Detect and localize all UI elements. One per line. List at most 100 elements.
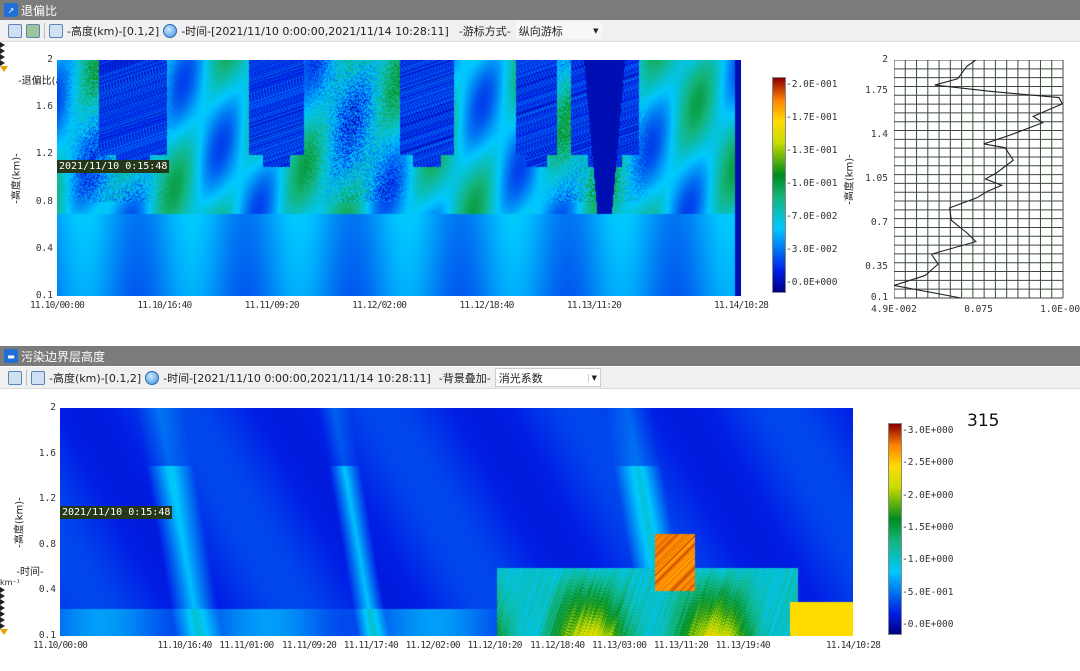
boundary-layer-point [0, 451, 5, 455]
boundary-layer-point [0, 419, 5, 423]
background-overlay-select[interactable]: 消光系数 ▼ [494, 368, 601, 387]
y-tick-label: 0.7 [870, 216, 888, 228]
colorbar-tick-label: -1.3E-001 [786, 145, 838, 156]
cursor-readout: 2021/11/10 0:15:48 [60, 506, 173, 519]
boundary-layer-point [0, 439, 5, 443]
colorbar-tick-marker [0, 599, 5, 605]
time-range-label[interactable]: -时间-[2021/11/10 0:00:00,2021/11/14 10:28… [181, 24, 449, 38]
export-icon[interactable] [8, 23, 22, 38]
extinction-heatmap [60, 408, 853, 636]
cursor-readout: 2021/11/10 0:15:48 [57, 160, 170, 173]
boundary-layer-point [0, 551, 5, 555]
boundary-layer-point [0, 555, 5, 559]
copy-icon[interactable] [26, 23, 40, 38]
boundary-layer-point [0, 267, 5, 271]
colorbar-tick-label: -3.0E+000 [902, 425, 954, 436]
panel1-title: 退偏比 [21, 3, 58, 18]
boundary-layer-point [0, 511, 5, 515]
colorbar-tick-label: -2.0E-001 [786, 79, 838, 90]
panel2-title: 污染边界层高度 [21, 349, 106, 364]
cursor-handle-icon [0, 66, 8, 72]
y-axis-label: -高度(km)- [844, 154, 856, 205]
boundary-layer-point [0, 147, 5, 151]
chevron-down-icon: ▼ [593, 26, 599, 35]
boundary-layer-point [0, 259, 5, 263]
x-tick-label: 11.11/09:20 [281, 640, 337, 651]
height-range-icon[interactable] [49, 23, 63, 38]
boundary-layer-point [0, 123, 5, 127]
boundary-layer-point [0, 503, 5, 507]
boundary-layer-point [0, 319, 5, 323]
height-range-label[interactable]: -高度(km)-[0.1,2] [67, 24, 160, 38]
boundary-layer-point [0, 447, 5, 451]
height-range-label[interactable]: -高度(km)-[0.1,2] [49, 371, 142, 385]
boundary-layer-point [0, 163, 5, 167]
cursor-mode-value: 纵向游标 [518, 24, 563, 38]
boundary-layer-point [0, 403, 5, 407]
export-icon[interactable] [8, 370, 22, 385]
boundary-layer-point [0, 279, 5, 283]
boundary-layer-point [0, 395, 5, 399]
background-overlay-value: 消光系数 [498, 371, 543, 385]
colorbar-tick-marker [0, 593, 5, 599]
boundary-layer-point [0, 283, 5, 287]
boundary-layer-point [0, 135, 5, 139]
boundary-layer-point [0, 175, 5, 179]
colorbar-tick-label: -2.0E+000 [902, 489, 954, 501]
colorbar-tick-marker [0, 60, 5, 66]
boundary-layer-point [0, 467, 5, 471]
colorbar-unit: km⁻¹ [0, 578, 20, 587]
boundary-layer-point [0, 415, 5, 419]
boundary-layer-point [0, 479, 5, 483]
x-tick-label: 11.14/10:28 [713, 300, 769, 311]
panel1-titlebar: ↗ 退偏比 [0, 0, 1080, 20]
boundary-layer-point [0, 411, 5, 415]
x-tick-label: 11.10/00:00 [29, 300, 85, 311]
panel2-titlebar: ▬ 污染边界层高度 [0, 346, 1080, 366]
chart-icon: ▬ [4, 349, 18, 363]
boundary-layer-point [0, 287, 5, 291]
y-tick-label: 1.2 [35, 148, 53, 160]
x-tick-label: 11.12/02:00 [352, 300, 407, 311]
time-globe-icon[interactable] [145, 370, 160, 385]
boundary-layer-point [0, 139, 5, 143]
boundary-layer-point [0, 463, 5, 467]
boundary-layer-point [0, 455, 5, 459]
time-globe-icon[interactable] [163, 23, 178, 38]
boundary-layer-point [0, 315, 5, 319]
boundary-layer-point [0, 191, 5, 195]
colorbar-tick-label: -0.0E+000 [786, 277, 838, 288]
x-tick-label: 11.11/09:20 [244, 300, 300, 311]
cursor-handle-icon [0, 629, 8, 635]
colorbar-tick-label: -7.0E-002 [786, 211, 838, 222]
panel1-toolbar: -高度(km)-[0.1,2] -时间-[2021/11/10 0:00:00,… [0, 20, 1080, 42]
colorbar-tick-marker [0, 42, 5, 48]
height-range-icon[interactable] [31, 370, 45, 385]
colorbar-tick-marker [0, 623, 5, 629]
boundary-layer-point [0, 303, 5, 307]
colorbar-tick-marker [0, 587, 5, 593]
boundary-layer-point [0, 499, 5, 503]
boundary-layer-point [0, 475, 5, 479]
x-tick-label: 11.11/01:00 [219, 640, 274, 651]
y-tick-label: 0.1 [35, 290, 53, 301]
boundary-layer-point [0, 391, 5, 395]
boundary-layer-point [0, 343, 5, 347]
chevron-down-icon: ▼ [587, 373, 600, 382]
boundary-layer-point [0, 183, 5, 187]
boundary-layer-point [0, 299, 5, 303]
boundary-layer-point [0, 235, 5, 239]
boundary-layer-point [0, 91, 5, 95]
x-tick-label: 11.12/02:00 [405, 640, 461, 651]
time-range-label[interactable]: -时间-[2021/11/10 0:00:00,2021/11/14 10:28… [163, 371, 431, 385]
boundary-layer-point [0, 207, 5, 211]
boundary-layer-point [0, 223, 5, 227]
boundary-layer-point [0, 483, 5, 487]
x-tick-label: 4.9E-002 [871, 304, 917, 315]
y-tick-label: 0.1 [870, 292, 888, 303]
boundary-layer-point [0, 231, 5, 235]
boundary-layer-point [0, 523, 5, 527]
x-tick-label: 11.12/18:40 [530, 640, 585, 651]
colorbar-tick-marker [0, 605, 5, 611]
cursor-mode-select[interactable]: 纵向游标 ▼ [514, 21, 603, 40]
